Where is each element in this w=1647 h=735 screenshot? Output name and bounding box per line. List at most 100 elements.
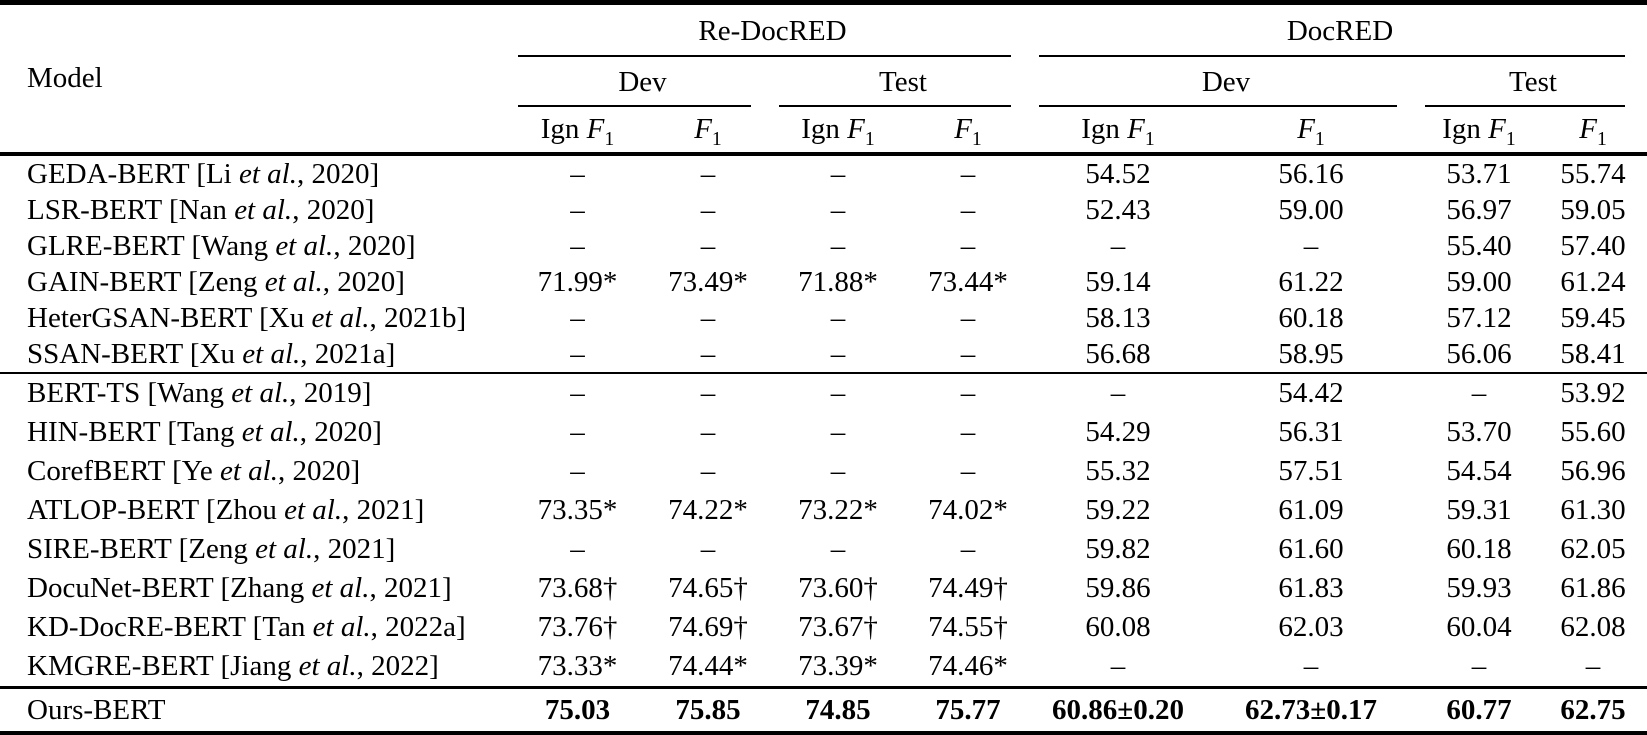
metric-value-cell: 73.67† [798, 611, 878, 644]
metric-value-cell: 55.60 [1560, 416, 1626, 449]
model-name: SSAN-BERT [27, 337, 183, 370]
metric-value-cell: – [570, 337, 585, 370]
metric-f-subscript: 1 [711, 128, 722, 151]
metric-f-symbol: F [1127, 113, 1145, 146]
citation: [Xu et al., 2021b] [252, 302, 466, 334]
metric-value-cell: 73.22* [798, 494, 878, 527]
table-row: ATLOP-BERT [Zhou et al., 2021] 73.35* 74… [0, 491, 1647, 530]
col-subgroup-re-docred-dev: Dev [512, 57, 773, 107]
metric-value-cell: 61.24 [1560, 265, 1626, 298]
citation-year: , 2020] [292, 193, 375, 226]
metric-f-symbol: F [586, 113, 605, 146]
metric-value-cell: 58.41 [1560, 337, 1626, 370]
metric-value-cell: – [960, 193, 976, 226]
metric-f-subscript: 1 [971, 128, 982, 151]
citation-year: , 2020] [322, 265, 405, 298]
citation-pre: [Li [189, 157, 239, 190]
model-name: HIN-BERT [27, 416, 161, 449]
metric-f-symbol: F [847, 113, 865, 146]
model-name: HeterGSAN-BERT [27, 301, 252, 334]
model-name-cell: LSR-BERT [Nan et al., 2020] [0, 192, 512, 228]
metric-value-cell: – [570, 455, 585, 488]
metric-value-cell: 56.06 [1446, 337, 1512, 370]
model-name: CorefBERT [27, 455, 165, 488]
metric-prefix: Ign [540, 113, 587, 146]
metric-value-cell: 56.97 [1446, 193, 1512, 226]
model-name-cell: HeterGSAN-BERT [Xu et al., 2021b] [0, 300, 512, 336]
metric-value-cell: – [960, 337, 976, 370]
table-row: Ours-BERT 75.03 75.85 74.85 75.77 60.86±… [0, 687, 1647, 734]
metric-value-cell: – [830, 301, 846, 334]
citation: [Tang et al., 2020] [160, 416, 382, 448]
metric-value-cell: – [830, 193, 846, 226]
metric-value-cell: – [570, 533, 585, 566]
metric-value-cell: 53.70 [1446, 416, 1512, 449]
citation-etal: et al. [239, 157, 297, 190]
citation-pre: [Xu [182, 337, 243, 370]
metric-f-symbol: F [954, 113, 972, 146]
citation-pre: [Zeng [181, 265, 265, 298]
metric-value-cell: 60.18 [1278, 301, 1344, 334]
citation-etal: et al. [219, 455, 278, 488]
citation-etal: et al. [234, 193, 293, 226]
metric-value-cell: 54.54 [1446, 455, 1512, 488]
citation-year: , 2021] [313, 533, 396, 566]
metric-value-cell: 61.83 [1278, 572, 1344, 605]
metric-value-cell: 54.52 [1085, 157, 1151, 190]
citation-pre: [Zhang [213, 572, 312, 605]
citation-year: , 2021b] [369, 301, 467, 334]
metric-value-cell: 60.18 [1446, 533, 1512, 566]
citation-pre: [Tan [245, 611, 313, 644]
metric-value-cell: – [1110, 377, 1126, 410]
metric-value-cell: – [1110, 650, 1126, 683]
metric-value-cell: 71.99* [537, 265, 618, 298]
metric-f-symbol: F [1297, 113, 1315, 146]
metric-value-cell: 62.03 [1278, 611, 1344, 644]
metric-value-cell: 73.68† [537, 572, 618, 605]
metric-value-cell: – [830, 229, 846, 262]
metric-value-cell: 74.69† [668, 611, 748, 644]
metric-value-cell: – [960, 416, 976, 449]
metric-value-cell: 61.22 [1278, 265, 1344, 298]
model-name: ATLOP-BERT [27, 494, 199, 527]
metric-value-cell: – [570, 193, 585, 226]
metric-value-cell: 60.86±0.20 [1052, 693, 1184, 726]
metric-value-cell: – [830, 337, 846, 370]
citation: [Ye et al., 2020] [165, 455, 360, 487]
metric-value-cell: 61.86 [1560, 572, 1626, 605]
table-row: SSAN-BERT [Xu et al., 2021a] – – – – 56.… [0, 336, 1647, 373]
citation-etal: et al. [255, 533, 314, 566]
metric-value-cell: – [830, 377, 846, 410]
table-row: HeterGSAN-BERT [Xu et al., 2021b] – – – … [0, 300, 1647, 336]
metric-value-cell: 54.29 [1085, 416, 1151, 449]
metric-value-cell: 73.60† [798, 572, 878, 605]
model-name: BERT-TS [27, 377, 141, 410]
metric-value-cell: 73.39* [798, 650, 878, 683]
metric-value-cell: – [570, 301, 585, 334]
metric-value-cell: 53.92 [1560, 377, 1626, 410]
citation-etal: et al. [284, 494, 343, 527]
metric-value-cell: 58.95 [1278, 337, 1344, 370]
citation-year: , 2019] [289, 377, 372, 410]
col-subgroup-docred-test: Test [1419, 57, 1647, 107]
citation-pre: [Wang [184, 229, 276, 262]
metric-value-cell: 59.00 [1446, 265, 1512, 298]
citation-etal: et al. [312, 611, 371, 644]
metric-value-cell: 62.05 [1560, 533, 1626, 566]
model-name-cell: GAIN-BERT [Zeng et al., 2020] [0, 264, 512, 300]
metric-value-cell: 61.60 [1278, 533, 1344, 566]
metric-value-cell: 55.74 [1560, 157, 1626, 190]
citation-pre: [Xu [251, 301, 312, 334]
model-name-cell: SSAN-BERT [Xu et al., 2021a] [0, 336, 512, 373]
metric-value-cell: 75.77 [935, 693, 1001, 726]
metric-value-cell: 73.44* [928, 265, 1008, 298]
metric-value-cell: 75.85 [675, 693, 741, 726]
citation-etal: et al. [242, 337, 301, 370]
metric-value-cell: – [960, 377, 976, 410]
metric-value-cell: 59.82 [1085, 533, 1151, 566]
metric-prefix: Ign [1442, 113, 1489, 146]
col-header-re-dev-f1: F1 [643, 107, 773, 154]
model-name-cell: Ours-BERT [0, 688, 512, 734]
metric-value-cell: – [570, 416, 585, 449]
